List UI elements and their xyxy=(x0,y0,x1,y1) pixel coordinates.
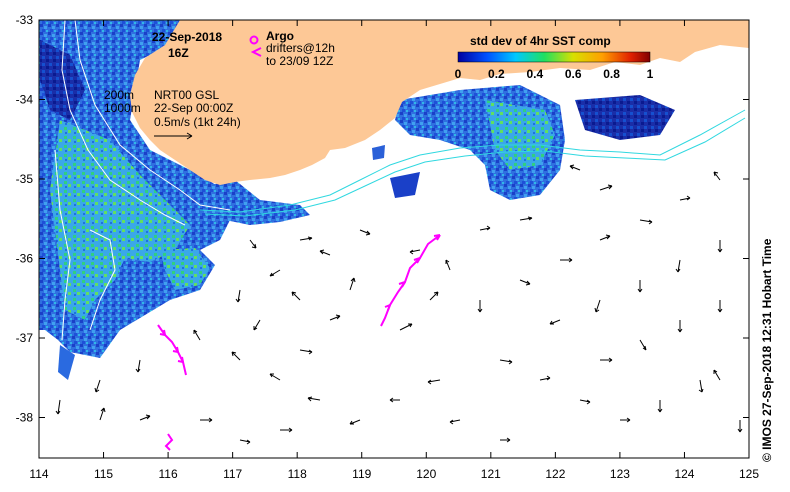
contour-1000-label: 1000m xyxy=(104,101,141,115)
lon-tick-label: 117 xyxy=(223,467,242,481)
scale-arrow xyxy=(154,132,193,140)
argo-float-marker xyxy=(249,35,259,45)
colorbar-tick-label: 0.6 xyxy=(565,67,582,81)
lat-tick-label: -37 xyxy=(16,331,34,345)
product-date-label: 22-Sep 00:00Z xyxy=(154,101,233,115)
scale-label: 0.5m/s (1kt 24h) xyxy=(154,115,241,129)
lon-tick-label: 122 xyxy=(545,467,565,481)
lon-tick-label: 116 xyxy=(159,467,178,481)
lat-tick-label: -36 xyxy=(16,252,34,266)
colorbar-tick-label: 1 xyxy=(647,67,654,81)
current-lines xyxy=(199,109,746,217)
lon-tick-label: 114 xyxy=(29,467,48,481)
drifter-tracks xyxy=(157,234,441,451)
lon-tick-label: 118 xyxy=(288,467,307,481)
map-date-label: 22-Sep-2018 xyxy=(152,30,222,44)
drifter-legend-icon xyxy=(250,47,262,57)
colorbar-title: std dev of 4hr SST comp xyxy=(470,34,611,48)
lon-tick-label: 124 xyxy=(674,467,694,481)
longitude-ticks: 114 115 116 117 118 119 120 121 122 123 124 125 xyxy=(29,20,759,481)
colorbar-tick-label: 0.8 xyxy=(603,67,620,81)
contour-200-label: 200m xyxy=(104,88,134,102)
map-hour-label: 16Z xyxy=(168,46,189,60)
lon-tick-label: 115 xyxy=(94,467,113,481)
map-area xyxy=(39,19,749,458)
drifter-legend-sub: to 23/09 12Z xyxy=(266,54,333,68)
map-frame xyxy=(38,19,750,459)
colorbar-tick-label: 0.2 xyxy=(488,67,505,81)
velocity-arrows xyxy=(55,164,743,445)
colorbar xyxy=(457,51,651,63)
lon-tick-label: 121 xyxy=(481,467,501,481)
colorbar-ticks: 0 0.2 0.4 0.6 0.8 1 xyxy=(455,67,654,81)
latitude-ticks: -33 -34 -35 -36 -37 -38 xyxy=(16,13,749,425)
lon-tick-label: 125 xyxy=(739,467,759,481)
lat-tick-label: -38 xyxy=(16,411,34,425)
lon-tick-label: 123 xyxy=(610,467,630,481)
sst-data-west xyxy=(39,20,310,380)
colorbar-tick-label: 0 xyxy=(455,67,462,81)
lat-tick-label: -35 xyxy=(16,172,34,186)
drifter-legend-label: drifters@12h xyxy=(266,41,335,55)
lat-tick-label: -33 xyxy=(16,13,34,27)
colorbar-tick-label: 0.4 xyxy=(526,67,543,81)
depth-contours xyxy=(54,19,231,341)
argo-legend-label: Argo xyxy=(266,29,294,43)
lat-tick-label: -34 xyxy=(16,93,34,107)
lon-tick-label: 119 xyxy=(352,467,371,481)
copyright-label: © IMOS 27-Sep-2018 12:31 Hobart Time xyxy=(760,238,774,462)
lon-tick-label: 120 xyxy=(416,467,436,481)
product-label: NRT00 GSL xyxy=(154,88,219,102)
